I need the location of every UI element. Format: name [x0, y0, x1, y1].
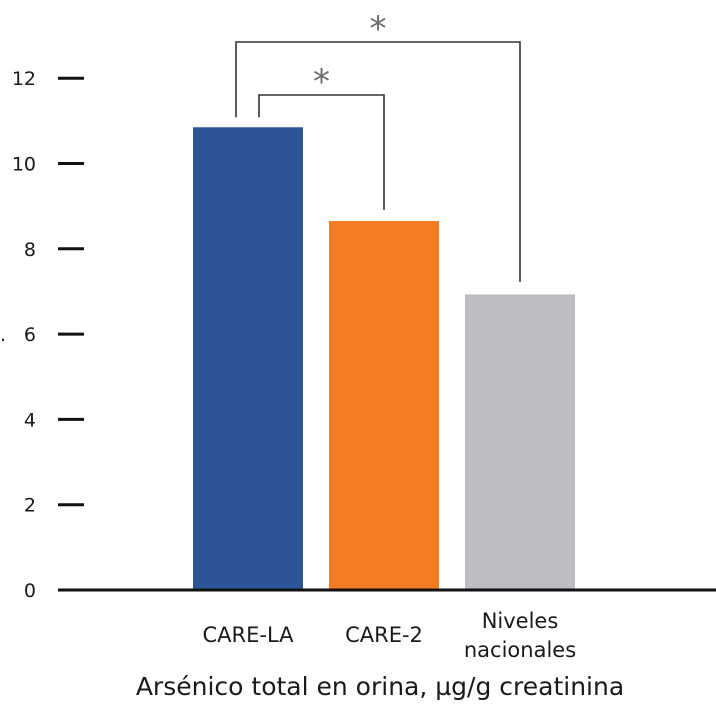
- y-tick-label: 4: [24, 409, 36, 431]
- bar: [465, 294, 575, 590]
- y-tick-label: 10: [12, 154, 36, 176]
- x-tick-label: CARE-LA: [202, 623, 294, 647]
- significance-brackets: **: [235, 9, 521, 282]
- bar: [329, 221, 439, 590]
- y-tick-label: 12: [12, 68, 36, 90]
- y-tick-label: 8: [24, 239, 36, 261]
- significance-star: *: [370, 9, 387, 49]
- significance-star: *: [313, 62, 330, 102]
- x-axis-categories: CARE-LA CARE-2 Niveles nacionales: [202, 609, 576, 662]
- y-tick-label: 0: [24, 580, 36, 602]
- x-tick-label: CARE-2: [345, 623, 423, 647]
- y-tick-label: 6: [24, 324, 36, 346]
- significance-bracket: [258, 94, 385, 210]
- bars: [193, 127, 575, 590]
- y-axis: 0 2 4 6 8 10 12: [12, 68, 84, 602]
- significance-bracket: [235, 41, 521, 282]
- y-tick-label: 2: [24, 495, 36, 517]
- axis-edge-dot: .: [0, 324, 6, 346]
- bar: [193, 127, 303, 590]
- x-tick-label: Niveles nacionales: [464, 609, 576, 662]
- x-axis-title: Arsénico total en orina, µg/g creatinina: [136, 672, 624, 701]
